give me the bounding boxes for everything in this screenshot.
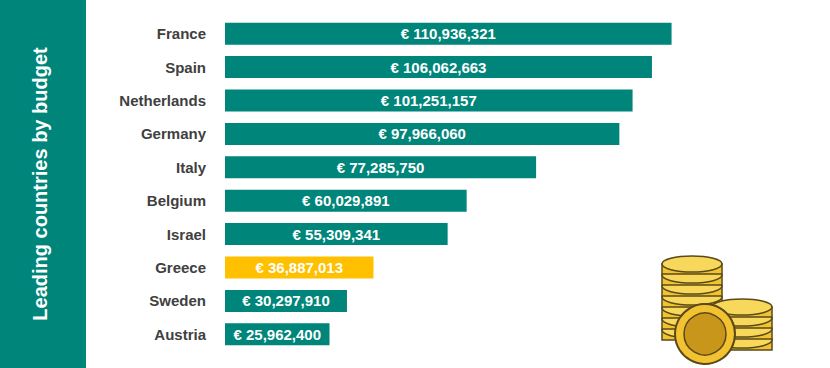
svg-text:€ 55,309,341: € 55,309,341: [293, 226, 381, 243]
svg-text:€ 36,887,013: € 36,887,013: [255, 259, 343, 276]
svg-text:€ 30,297,910: € 30,297,910: [242, 292, 330, 309]
svg-text:Belgium: Belgium: [147, 192, 206, 209]
svg-text:Austria: Austria: [154, 326, 206, 343]
svg-text:France: France: [157, 25, 206, 42]
svg-text:€ 60,029,891: € 60,029,891: [302, 192, 390, 209]
svg-text:Italy: Italy: [176, 159, 207, 176]
svg-text:Sweden: Sweden: [149, 292, 206, 309]
svg-text:€ 77,285,750: € 77,285,750: [337, 159, 425, 176]
svg-text:Germany: Germany: [141, 125, 207, 142]
svg-text:€ 25,962,400: € 25,962,400: [233, 326, 321, 343]
svg-text:€ 110,936,321: € 110,936,321: [401, 25, 496, 42]
svg-text:€ 106,062,663: € 106,062,663: [391, 59, 487, 76]
svg-text:Netherlands: Netherlands: [119, 92, 206, 109]
svg-text:€ 97,966,060: € 97,966,060: [378, 125, 466, 142]
svg-text:Israel: Israel: [167, 226, 206, 243]
svg-text:Spain: Spain: [165, 59, 206, 76]
svg-text:€ 101,251,157: € 101,251,157: [381, 92, 477, 109]
svg-text:Greece: Greece: [155, 259, 206, 276]
svg-text:Leading countries by budget: Leading countries by budget: [29, 47, 51, 321]
